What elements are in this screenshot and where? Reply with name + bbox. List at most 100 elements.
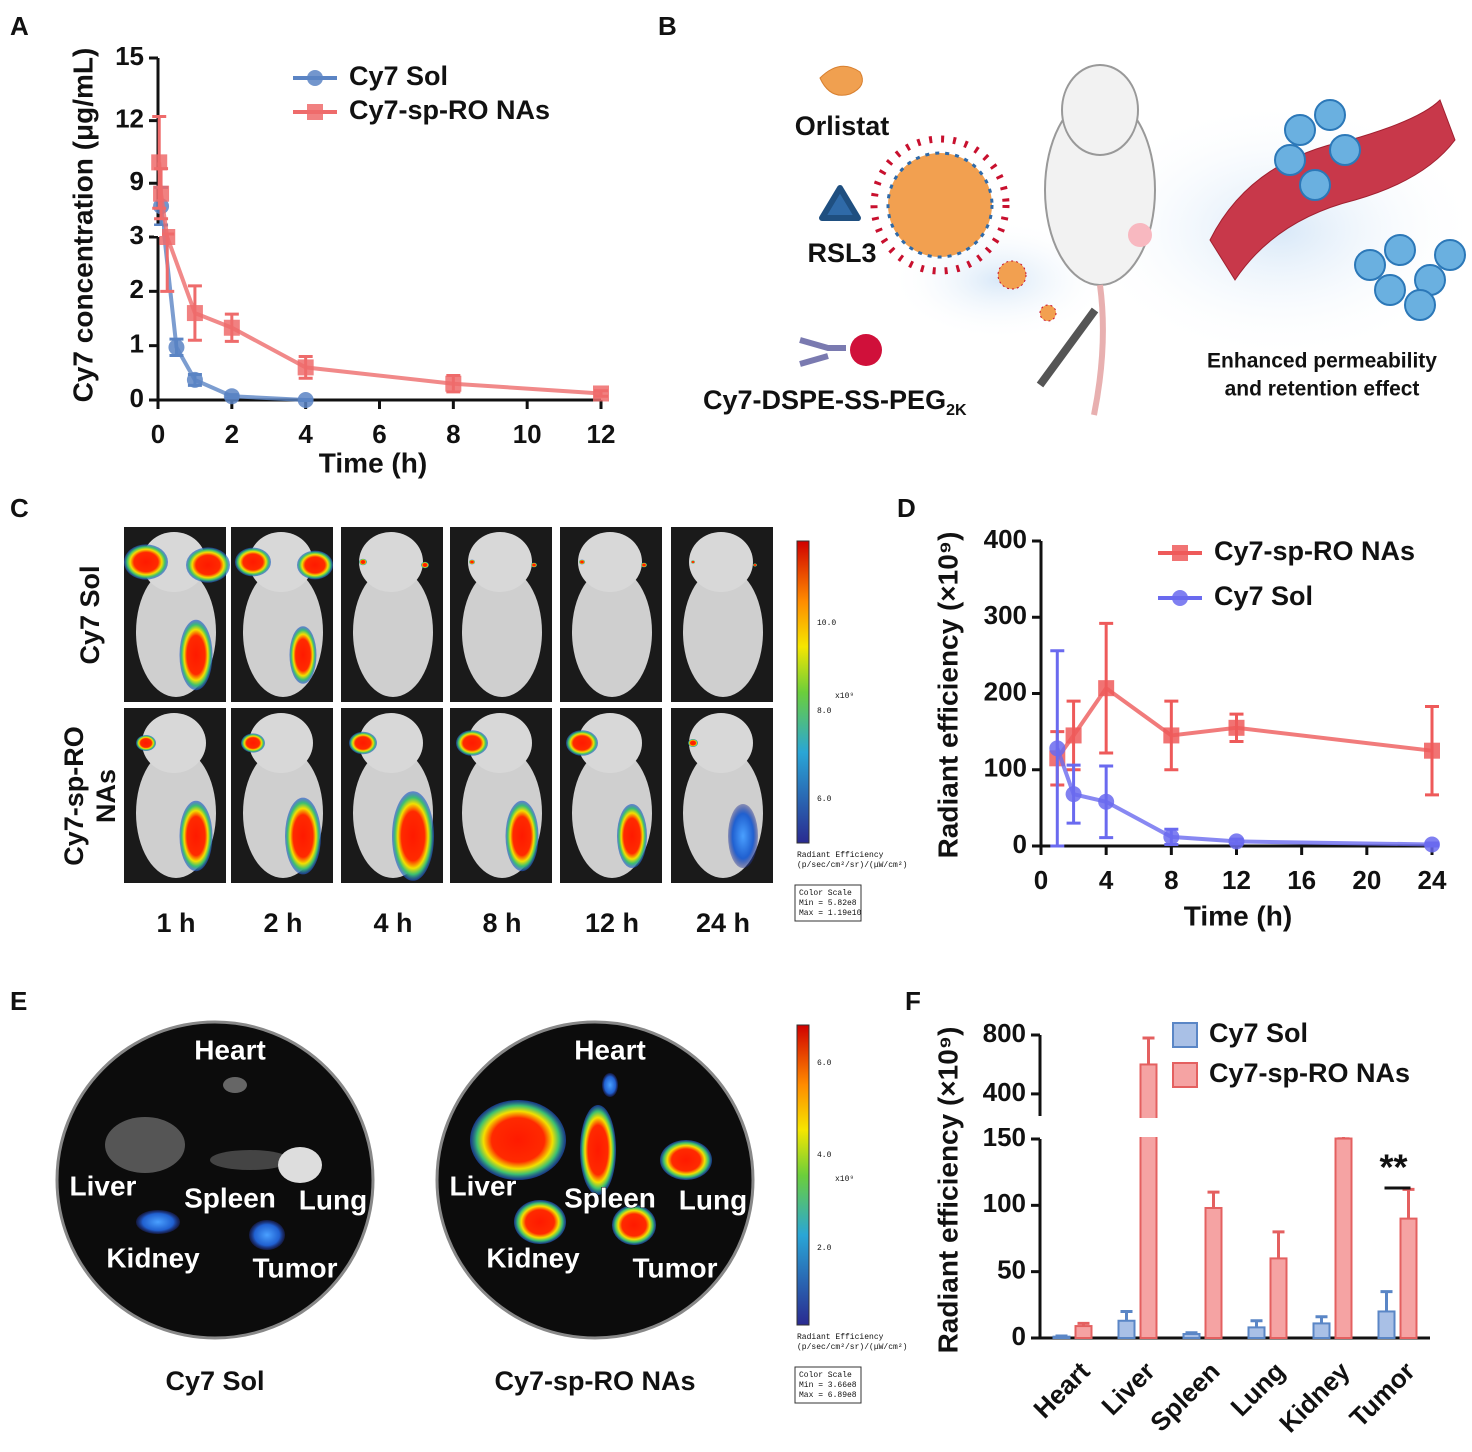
mouse-body [462, 567, 542, 697]
cell [1404, 289, 1436, 321]
color-max: Max = 6.89e8 [799, 1391, 857, 1400]
marker [223, 319, 240, 336]
y-tick-label: 400 [984, 524, 1027, 554]
rsl3-icon [819, 185, 861, 221]
x-tick-label: 6 [372, 419, 386, 449]
signal [421, 561, 429, 569]
cell [1299, 169, 1331, 201]
color-min: Min = 3.66e8 [799, 1381, 857, 1390]
mouse-head [468, 532, 532, 592]
signal [579, 559, 585, 565]
signal [179, 800, 213, 872]
signal [392, 791, 434, 881]
y-tick-label: 300 [984, 600, 1027, 630]
mouse-body [353, 567, 433, 697]
color-unit: x10⁹ [835, 692, 854, 701]
cell [1374, 274, 1406, 306]
mouse-head [359, 713, 423, 773]
legend-label: Cy7-sp-RO NAs [1209, 1058, 1410, 1088]
organ-label: Spleen [184, 1182, 276, 1213]
panel-label: B [658, 11, 677, 41]
organ [514, 1200, 566, 1244]
signal [349, 731, 377, 755]
cell [1434, 239, 1466, 271]
marker [1228, 719, 1245, 736]
color-tick: 10.0 [817, 619, 836, 628]
marker [159, 229, 176, 245]
label: and retention effect [1225, 378, 1420, 401]
y-tick-label: 400 [983, 1077, 1026, 1107]
x-tick-label: 4 [1099, 865, 1114, 895]
error-bar [1402, 1187, 1415, 1219]
panel-b-illustration [799, 64, 1472, 416]
signal [359, 558, 367, 566]
bar [1182, 1333, 1201, 1340]
bar [1334, 1137, 1353, 1340]
x-tick-label: 8 [446, 419, 460, 449]
nanoparticle-shell [870, 135, 1010, 275]
color-units: (p/sec/cm²/sr)/(μW/cm²) [797, 1343, 907, 1352]
marker [297, 359, 314, 376]
mouse-head [578, 713, 642, 773]
color-tick: 4.0 [817, 1151, 832, 1160]
mouse-tumor [1128, 223, 1152, 247]
marker [1228, 833, 1245, 850]
x-tick-label: 12 [587, 419, 616, 449]
signal [297, 550, 333, 580]
row-label: Cy7 Sol [75, 565, 105, 664]
marker [1065, 727, 1082, 744]
syringe [1036, 307, 1099, 388]
marker [168, 339, 185, 356]
probe-dye [850, 334, 882, 366]
y-axis-label: Radiant efficiency (×10⁹) [932, 1027, 963, 1354]
bar [1312, 1322, 1331, 1339]
signal [124, 544, 168, 580]
axis-break [1028, 1118, 1430, 1137]
nanoparticle-small [997, 260, 1027, 290]
marker [151, 154, 168, 171]
signal [186, 547, 230, 583]
color-bar [796, 1024, 810, 1326]
mouse-head [689, 532, 753, 592]
signal [469, 559, 475, 565]
color-tick: 2.0 [817, 1244, 832, 1253]
y-tick-label: 100 [984, 753, 1027, 783]
organ-label: Spleen [564, 1182, 656, 1213]
time-label: 4 h [373, 908, 412, 938]
panel-c-images [124, 527, 773, 883]
signal [241, 733, 265, 753]
organ [105, 1117, 185, 1173]
x-tick-label: Tumor [1344, 1356, 1421, 1433]
error-bar [1250, 1319, 1263, 1328]
marker [223, 388, 240, 405]
color-min: Min = 5.82e8 [799, 899, 857, 908]
organ-label: Heart [574, 1034, 646, 1065]
axis-break [154, 226, 162, 236]
label-sub: 2K [946, 402, 967, 419]
cell [1329, 134, 1361, 166]
bar [1247, 1326, 1266, 1340]
mouse-head [249, 532, 313, 592]
x-tick-label: 10 [513, 419, 542, 449]
label-main: Cy7-DSPE-SS-PEG [703, 385, 946, 415]
mouse-body [572, 567, 652, 697]
marker [1098, 680, 1115, 697]
organ [223, 1077, 247, 1093]
organ [470, 1100, 566, 1180]
y-tick-label: 100 [983, 1188, 1026, 1218]
label: RSL3 [807, 238, 876, 268]
signal [136, 735, 156, 751]
signal [566, 730, 598, 756]
mouse-body [683, 567, 763, 697]
organ [249, 1220, 285, 1250]
y-tick-label: 50 [997, 1255, 1026, 1285]
marker [445, 375, 462, 392]
y-axis-label: Cy7 concentration (μg/mL) [67, 48, 98, 403]
label: Cy7-DSPE-SS-PEG2K [703, 385, 967, 419]
signal [285, 797, 321, 875]
series-line [157, 162, 602, 396]
organ [660, 1140, 712, 1180]
signal [289, 626, 317, 684]
cell [1284, 114, 1316, 146]
